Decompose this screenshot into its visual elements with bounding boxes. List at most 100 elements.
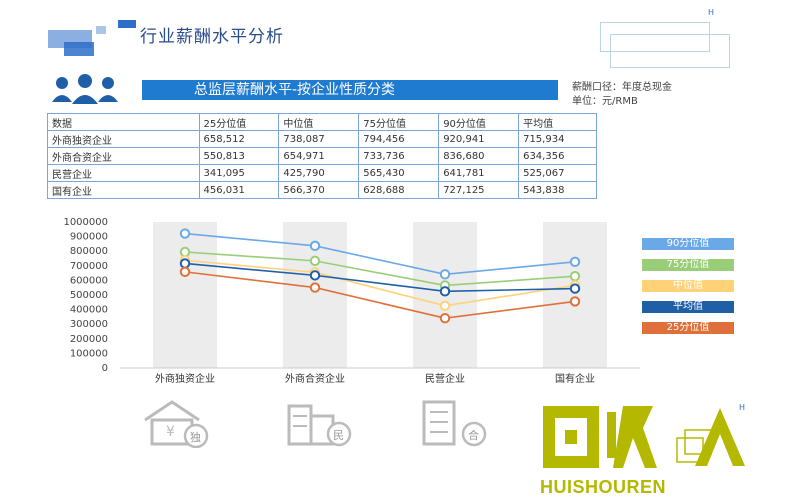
x-tick-label: 民营企业 bbox=[425, 372, 465, 385]
table-header-cell: 25分位值 bbox=[198, 113, 280, 131]
header-frame bbox=[600, 22, 710, 52]
series-line bbox=[184, 259, 576, 307]
data-point bbox=[569, 271, 581, 282]
table-cell: 634,356 bbox=[518, 147, 597, 165]
x-tick-label: 外商合资企业 bbox=[285, 372, 345, 385]
foreign-owned-building-icon: ¥ 独 bbox=[144, 400, 209, 448]
table-cell: 658,512 bbox=[198, 130, 280, 148]
svg-text:¥: ¥ bbox=[166, 424, 175, 440]
table-cell: 654,971 bbox=[278, 147, 360, 165]
people-icon bbox=[52, 74, 118, 104]
table-cell: 外商合资企业 bbox=[47, 147, 200, 165]
corner-mark: H bbox=[708, 8, 715, 17]
series-line bbox=[184, 251, 576, 287]
legend-item-p25: 25分位值 bbox=[642, 322, 734, 334]
header-decoration bbox=[64, 42, 94, 56]
data-point bbox=[179, 228, 191, 239]
table-cell: 738,087 bbox=[278, 130, 360, 148]
table-cell: 733,736 bbox=[358, 147, 440, 165]
series-line bbox=[184, 271, 576, 320]
table-row: 外商合资企业 550,813 654,971 733,736 836,680 6… bbox=[47, 147, 597, 165]
data-point bbox=[179, 246, 191, 258]
salary-table: 数据 25分位值 中位值 75分位值 90分位值 平均值 外商独资企业 658,… bbox=[47, 113, 597, 199]
legend-item-median: 中位值 bbox=[642, 280, 734, 292]
table-cell: 民营企业 bbox=[47, 164, 200, 182]
series-line bbox=[184, 262, 576, 293]
legend-item-average: 平均值 bbox=[642, 301, 734, 313]
huishouren-logo: H bbox=[543, 403, 745, 468]
header-decoration bbox=[118, 20, 136, 28]
meta-unit: 单位：元/RMB bbox=[572, 96, 638, 107]
table-cell: 国有企业 bbox=[47, 181, 200, 199]
data-point bbox=[569, 256, 581, 268]
table-cell: 425,790 bbox=[278, 164, 360, 182]
table-cell: 565,430 bbox=[358, 164, 440, 182]
category-band bbox=[543, 222, 607, 368]
line-chart: 0 100000 200000 300000 400000 500000 600000 700… bbox=[63, 217, 640, 385]
category-band bbox=[153, 222, 217, 368]
y-tick-label: 600000 bbox=[70, 275, 108, 286]
data-point bbox=[309, 255, 321, 267]
table-row: 国有企业 456,031 566,370 628,688 727,125 543… bbox=[47, 181, 597, 199]
table-header-cell: 75分位值 bbox=[358, 113, 440, 131]
y-tick-label: 500000 bbox=[70, 290, 108, 301]
table-header-row: 数据 25分位值 中位值 75分位值 90分位值 平均值 bbox=[47, 113, 597, 131]
y-tick-label: 200000 bbox=[70, 334, 108, 345]
table-row: 民营企业 341,095 425,790 565,430 641,781 525… bbox=[47, 164, 597, 182]
header-decoration bbox=[96, 26, 106, 34]
y-tick-label: 800000 bbox=[70, 246, 108, 257]
table-cell: 641,781 bbox=[438, 164, 520, 182]
table-header-cell: 平均值 bbox=[518, 113, 597, 131]
table-cell: 628,688 bbox=[358, 181, 440, 199]
y-tick-label: 900000 bbox=[70, 232, 108, 243]
joint-venture-building-icon: 合 bbox=[422, 400, 487, 447]
y-tick-label: 0 bbox=[102, 363, 108, 374]
y-tick-label: 400000 bbox=[70, 305, 108, 316]
data-point bbox=[309, 270, 321, 281]
data-point bbox=[179, 258, 191, 269]
icon-label: 民 bbox=[333, 429, 344, 442]
data-point bbox=[179, 266, 191, 278]
table-cell: 525,067 bbox=[518, 164, 597, 182]
table-cell: 543,838 bbox=[518, 181, 597, 199]
page-title: 行业薪酬水平分析 bbox=[140, 27, 284, 47]
table-cell: 550,813 bbox=[198, 147, 280, 165]
table-cell: 341,095 bbox=[198, 164, 280, 182]
table-cell: 715,934 bbox=[518, 130, 597, 148]
y-tick-label: 700000 bbox=[70, 261, 108, 272]
data-point bbox=[439, 269, 451, 280]
table-header-cell: 数据 bbox=[47, 113, 200, 131]
data-point bbox=[439, 286, 451, 297]
series-line bbox=[184, 232, 576, 276]
y-tick-label: 300000 bbox=[70, 319, 108, 330]
table-cell: 456,031 bbox=[198, 181, 280, 199]
x-tick-label: 国有企业 bbox=[555, 372, 595, 385]
table-cell: 794,456 bbox=[358, 130, 440, 148]
private-enterprise-building-icon: 民 bbox=[287, 404, 352, 447]
table-header-cell: 中位值 bbox=[278, 113, 360, 131]
data-point bbox=[569, 296, 581, 307]
legend-item-p90: 90分位值 bbox=[642, 238, 734, 250]
legend-item-p75: 75分位值 bbox=[642, 259, 734, 271]
data-point bbox=[309, 282, 321, 293]
data-point bbox=[569, 283, 581, 294]
icon-label: 合 bbox=[468, 428, 479, 442]
table-header-cell: 90分位值 bbox=[438, 113, 520, 131]
table-cell: 外商独资企业 bbox=[47, 130, 200, 148]
logo-text: HUISHOUREN bbox=[540, 477, 667, 497]
y-tick-label: 1000000 bbox=[63, 217, 108, 228]
data-point bbox=[309, 240, 321, 252]
table-cell: 920,941 bbox=[438, 130, 520, 148]
header-frame bbox=[610, 34, 730, 68]
table-cell: 566,370 bbox=[278, 181, 360, 199]
meta-basis: 薪酬口径：年度总现金 bbox=[572, 82, 672, 93]
section-banner: 总监层薪酬水平-按企业性质分类 bbox=[142, 80, 558, 100]
y-tick-label: 100000 bbox=[70, 348, 108, 359]
table-cell: 836,680 bbox=[438, 147, 520, 165]
data-point bbox=[439, 300, 451, 312]
icon-label: 独 bbox=[190, 431, 201, 444]
x-tick-label: 外商独资企业 bbox=[155, 372, 215, 385]
table-cell: 727,125 bbox=[438, 181, 520, 199]
table-row: 外商独资企业 658,512 738,087 794,456 920,941 7… bbox=[47, 130, 597, 148]
